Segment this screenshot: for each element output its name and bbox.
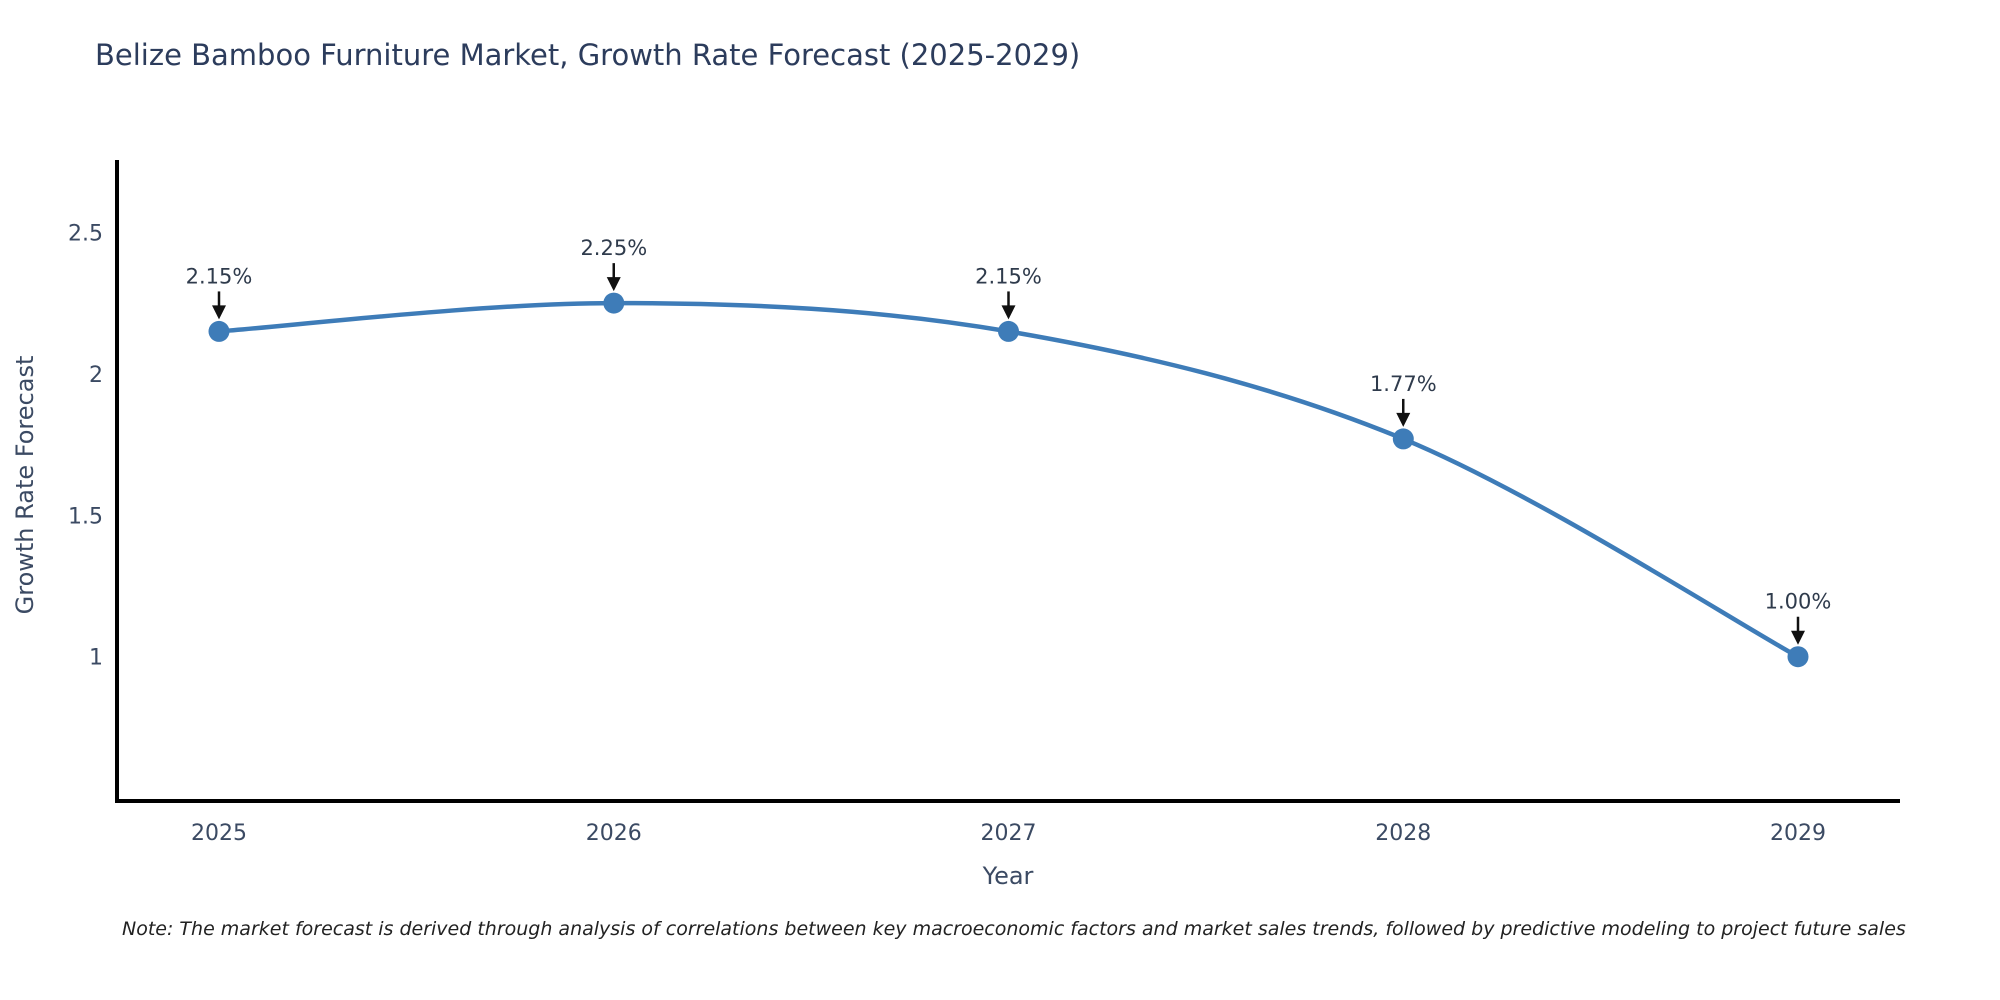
series-line	[216, 300, 1801, 659]
x-tick-label: 2025	[191, 821, 247, 846]
y-tick-label: 2.5	[68, 221, 103, 246]
data-point-marker[interactable]	[603, 292, 625, 314]
data-point-marker[interactable]	[1787, 646, 1809, 668]
annotation-label: 1.00%	[1765, 590, 1832, 614]
x-tick-label: 2029	[1770, 821, 1826, 846]
y-tick-label: 1.5	[68, 504, 103, 529]
y-tick-label: 1	[89, 646, 103, 671]
y-tick-label: 2	[89, 363, 103, 388]
annotation-label: 1.77%	[1370, 372, 1437, 396]
x-axis-title: Year	[982, 862, 1034, 890]
annotation-arrowhead	[1791, 630, 1805, 645]
data-point-marker[interactable]	[998, 320, 1019, 342]
data-point-marker[interactable]	[1392, 428, 1414, 450]
annotation-label: 2.15%	[975, 264, 1042, 288]
chart-title: Belize Bamboo Furniture Market, Growth R…	[95, 38, 1081, 72]
x-tick-label: 2027	[981, 821, 1037, 846]
footnote: Note: The market forecast is derived thr…	[122, 918, 1906, 940]
y-axis-title: Growth Rate Forecast	[11, 355, 39, 615]
data-point-marker[interactable]	[208, 320, 230, 342]
annotation-label: 2.25%	[580, 236, 647, 260]
annotation-label: 2.15%	[186, 264, 253, 288]
annotation-arrowhead	[1396, 412, 1411, 427]
annotation-arrowhead	[212, 305, 226, 320]
x-tick-label: 2028	[1375, 821, 1431, 846]
x-tick-label: 2026	[586, 821, 642, 846]
annotation-arrowhead	[606, 277, 621, 292]
annotation-arrowhead	[1001, 305, 1016, 320]
